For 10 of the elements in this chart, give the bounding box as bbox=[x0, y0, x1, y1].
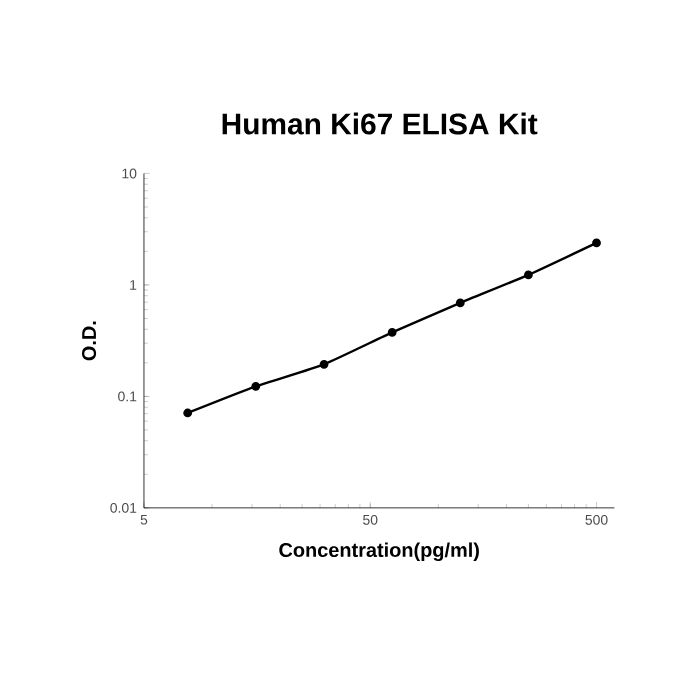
y-axis-title: O.D. bbox=[82, 321, 97, 361]
chart-title: Human Ki67 ELISA Kit bbox=[222, 112, 538, 135]
point bbox=[524, 270, 533, 280]
point bbox=[183, 408, 193, 418]
point bbox=[387, 328, 397, 337]
point bbox=[592, 238, 601, 248]
point bbox=[455, 298, 465, 308]
point bbox=[319, 359, 329, 369]
x-axis-title: Concentration(pg/ml) bbox=[279, 542, 479, 562]
point bbox=[251, 381, 261, 391]
